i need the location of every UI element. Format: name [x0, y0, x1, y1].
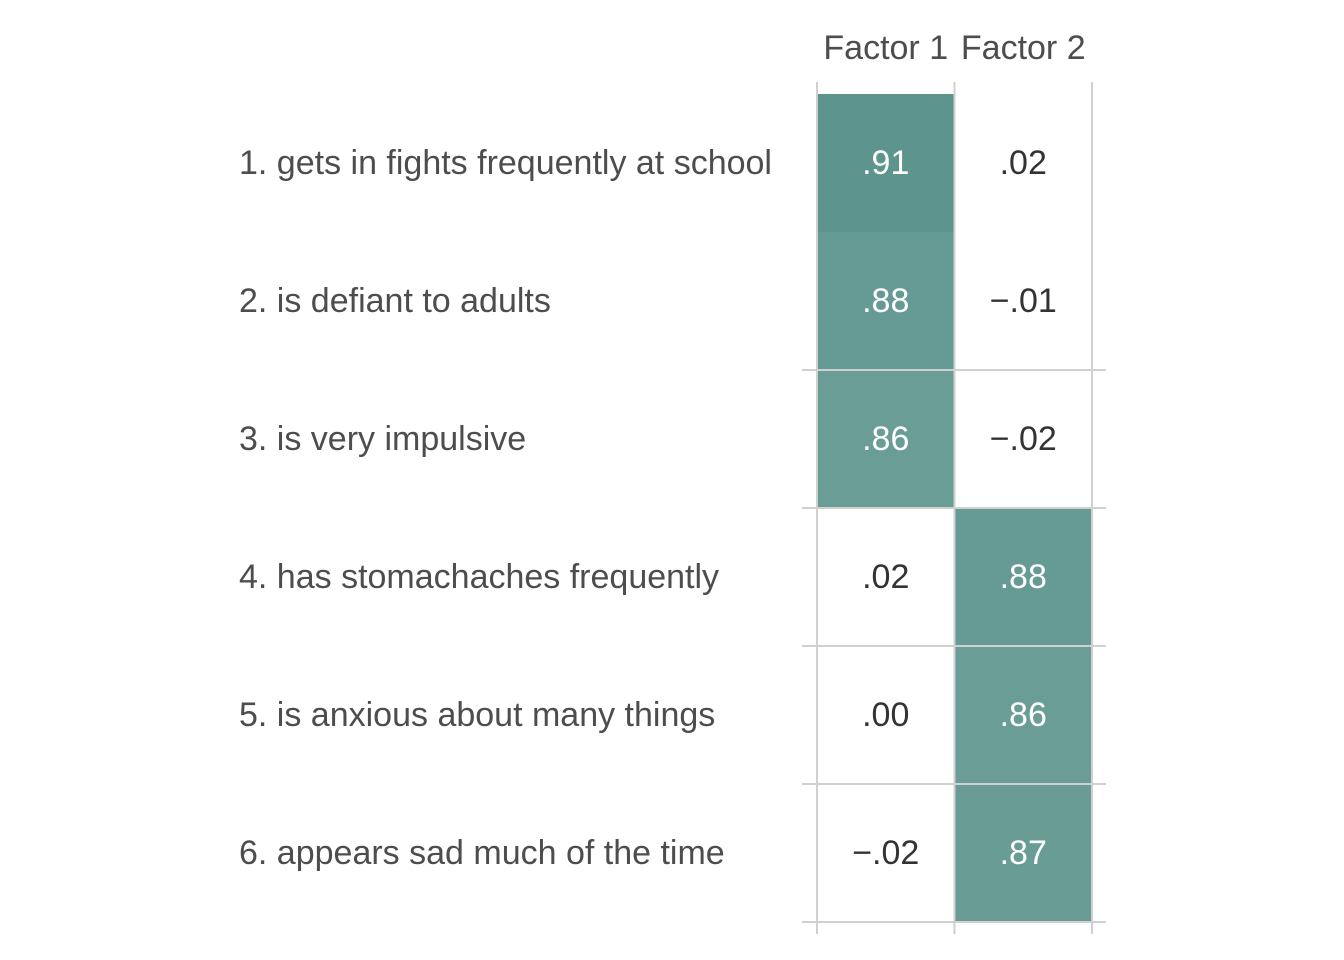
heatmap-cell-r2-c1: [817, 232, 955, 370]
heatmap-cell-r3-c1: [817, 370, 955, 508]
grid-lines: [802, 82, 1106, 934]
heatmap-cell-r2-c2: [954, 232, 1092, 370]
cell-value-label-r6-c1: −.02: [852, 834, 919, 872]
row-labels: 1. gets in fights frequently at school 2.…: [239, 144, 772, 872]
cell-value-label-r3-c2: −.02: [990, 420, 1057, 458]
heatmap-cell-r5-c2: [954, 646, 1092, 784]
cell-value-label-r1-c2: .02: [1000, 144, 1047, 182]
row-label-item-4: 4. has stomachaches frequently: [239, 558, 719, 596]
row-label-item-2: 2. is defiant to adults: [239, 282, 551, 320]
row-label-item-6: 6. appears sad much of the time: [239, 834, 725, 872]
cell-value-label-r2-c1: .88: [862, 282, 909, 320]
cell-value-label-r1-c1: .91: [862, 144, 909, 182]
heatmap-cell-r5-c1: [817, 646, 955, 784]
row-label-item-5: 5. is anxious about many things: [239, 696, 715, 734]
heatmap-cell-r6-c1: [817, 784, 955, 922]
column-labels: Factor 1 Factor 2: [823, 29, 1085, 67]
column-label-factor-2: Factor 2: [961, 29, 1086, 67]
heatmap-cell-r3-c2: [954, 370, 1092, 508]
heatmap-cell-r4-c2: [954, 508, 1092, 646]
heatmap-cell-r4-c1: [817, 508, 955, 646]
column-label-factor-1: Factor 1: [823, 29, 948, 67]
cell-value-label-r2-c2: −.01: [990, 282, 1057, 320]
row-label-item-1: 1. gets in fights frequently at school: [239, 144, 772, 182]
cell-value-label-r6-c2: .87: [1000, 834, 1047, 872]
cell-value-label-r5-c2: .86: [1000, 696, 1047, 734]
heatmap-cell-r1-c1: [817, 94, 955, 232]
heatmap-cells: [817, 94, 1092, 922]
heatmap-cell-r6-c2: [954, 784, 1092, 922]
cell-value-label-r5-c1: .00: [862, 696, 909, 734]
cell-value-label-r3-c1: .86: [862, 420, 909, 458]
heatmap-cell-r1-c2: [954, 94, 1092, 232]
row-label-item-3: 3. is very impulsive: [239, 420, 526, 458]
cell-value-label-r4-c2: .88: [1000, 558, 1047, 596]
cell-value-label-r4-c1: .02: [862, 558, 909, 596]
cell-value-labels: .91 .02 .88 −.01 .86 −.02 .02 .88 .00 .86 −.02 .87: [852, 144, 1057, 872]
